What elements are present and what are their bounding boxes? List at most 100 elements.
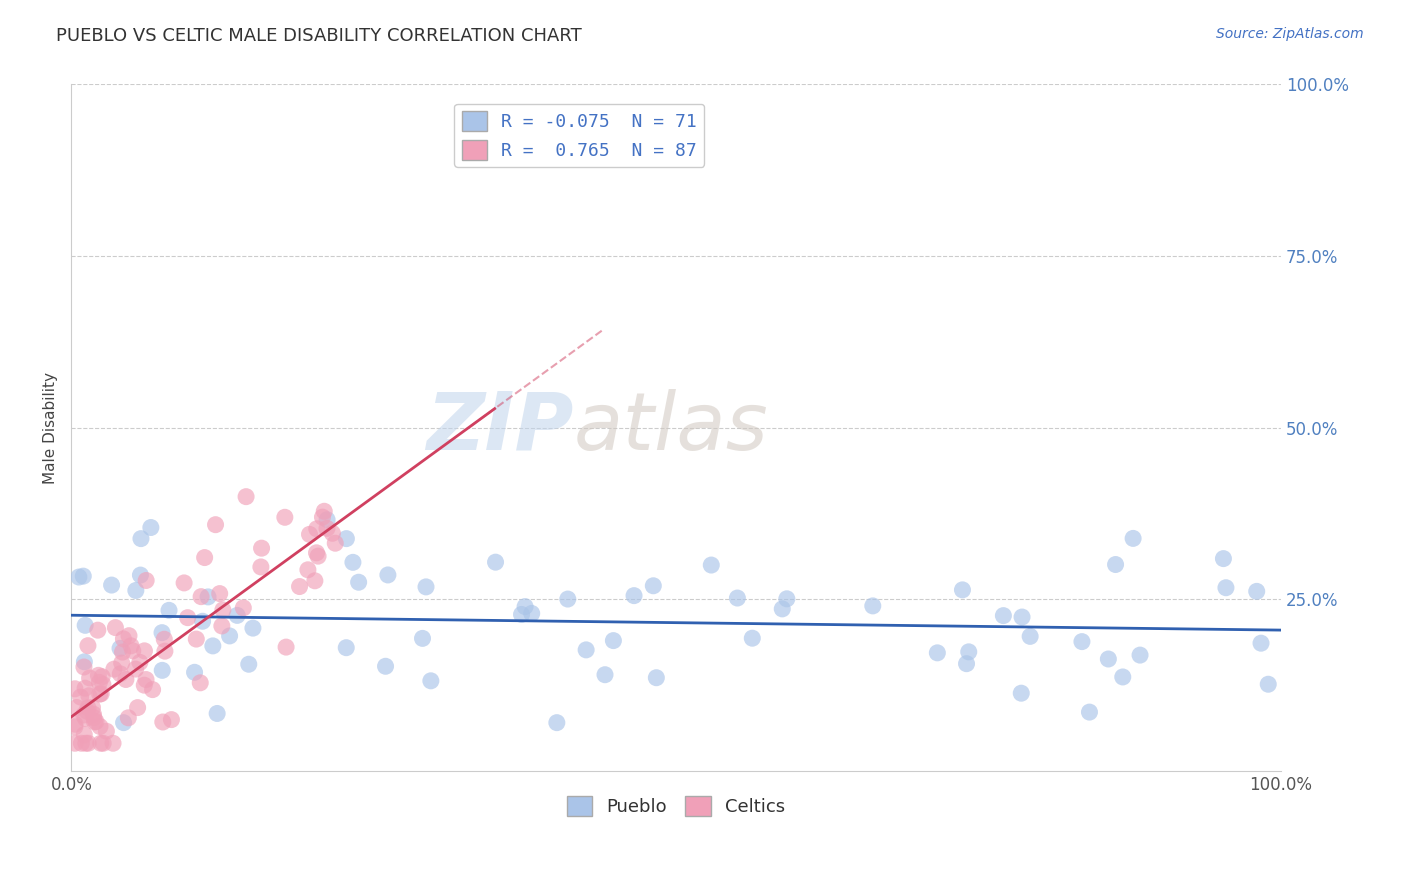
Point bbox=[305, 522, 328, 536]
Point bbox=[1215, 581, 1237, 595]
Point bbox=[323, 536, 346, 550]
Point bbox=[274, 510, 297, 524]
Point bbox=[204, 517, 226, 532]
Point bbox=[862, 599, 884, 613]
Point bbox=[67, 570, 90, 584]
Point bbox=[1104, 558, 1126, 572]
Point bbox=[311, 510, 333, 524]
Point bbox=[1097, 652, 1119, 666]
Point bbox=[63, 717, 86, 731]
Point bbox=[307, 549, 329, 563]
Point bbox=[90, 687, 112, 701]
Point bbox=[645, 671, 668, 685]
Point bbox=[104, 621, 127, 635]
Point bbox=[83, 711, 105, 725]
Point bbox=[194, 550, 217, 565]
Point bbox=[374, 659, 396, 673]
Point bbox=[157, 603, 180, 617]
Point bbox=[602, 633, 624, 648]
Point bbox=[623, 589, 645, 603]
Point bbox=[108, 641, 131, 656]
Point bbox=[274, 640, 297, 654]
Point bbox=[1250, 636, 1272, 650]
Point bbox=[90, 736, 112, 750]
Point bbox=[1011, 610, 1033, 624]
Point bbox=[79, 671, 101, 685]
Point bbox=[235, 490, 257, 504]
Point bbox=[77, 689, 100, 703]
Point bbox=[183, 665, 205, 680]
Point bbox=[335, 532, 357, 546]
Point bbox=[73, 655, 96, 669]
Point bbox=[1078, 705, 1101, 719]
Point bbox=[212, 603, 235, 617]
Point bbox=[66, 700, 89, 714]
Point bbox=[63, 681, 86, 696]
Point bbox=[160, 713, 183, 727]
Point bbox=[1122, 532, 1144, 546]
Point bbox=[643, 579, 665, 593]
Point bbox=[82, 707, 104, 722]
Point bbox=[955, 657, 977, 671]
Point bbox=[91, 736, 114, 750]
Point bbox=[575, 643, 598, 657]
Point bbox=[342, 555, 364, 569]
Point bbox=[153, 644, 176, 658]
Point bbox=[120, 639, 142, 653]
Y-axis label: Male Disability: Male Disability bbox=[44, 372, 58, 483]
Point bbox=[134, 644, 156, 658]
Point bbox=[134, 678, 156, 692]
Point bbox=[77, 701, 100, 715]
Point bbox=[127, 700, 149, 714]
Point bbox=[347, 575, 370, 590]
Point bbox=[1257, 677, 1279, 691]
Point bbox=[89, 687, 111, 701]
Point bbox=[993, 608, 1015, 623]
Point bbox=[83, 714, 105, 729]
Point bbox=[208, 586, 231, 600]
Point bbox=[232, 600, 254, 615]
Point bbox=[101, 736, 124, 750]
Point bbox=[190, 590, 212, 604]
Point bbox=[412, 632, 434, 646]
Point bbox=[186, 632, 208, 646]
Point bbox=[557, 592, 579, 607]
Point bbox=[513, 599, 536, 614]
Point bbox=[152, 714, 174, 729]
Point bbox=[70, 736, 93, 750]
Point bbox=[316, 521, 339, 535]
Point bbox=[129, 568, 152, 582]
Point bbox=[776, 591, 799, 606]
Point bbox=[111, 645, 134, 659]
Point bbox=[335, 640, 357, 655]
Point bbox=[112, 715, 135, 730]
Point bbox=[77, 736, 100, 750]
Point bbox=[770, 602, 793, 616]
Point bbox=[77, 639, 100, 653]
Point bbox=[75, 681, 97, 696]
Point bbox=[288, 580, 311, 594]
Point bbox=[250, 541, 273, 556]
Point bbox=[75, 618, 97, 632]
Text: atlas: atlas bbox=[574, 389, 768, 467]
Point bbox=[118, 629, 141, 643]
Point bbox=[197, 590, 219, 604]
Point bbox=[142, 682, 165, 697]
Point bbox=[305, 546, 328, 560]
Point bbox=[82, 700, 104, 714]
Point bbox=[150, 625, 173, 640]
Point bbox=[63, 736, 86, 750]
Point bbox=[103, 662, 125, 676]
Point bbox=[129, 532, 152, 546]
Point bbox=[484, 555, 506, 569]
Point bbox=[377, 568, 399, 582]
Point bbox=[304, 574, 326, 588]
Point bbox=[135, 574, 157, 588]
Point bbox=[415, 580, 437, 594]
Point bbox=[316, 513, 339, 527]
Point bbox=[111, 656, 134, 670]
Point bbox=[87, 668, 110, 682]
Point bbox=[218, 629, 240, 643]
Point bbox=[700, 558, 723, 572]
Point bbox=[73, 728, 96, 742]
